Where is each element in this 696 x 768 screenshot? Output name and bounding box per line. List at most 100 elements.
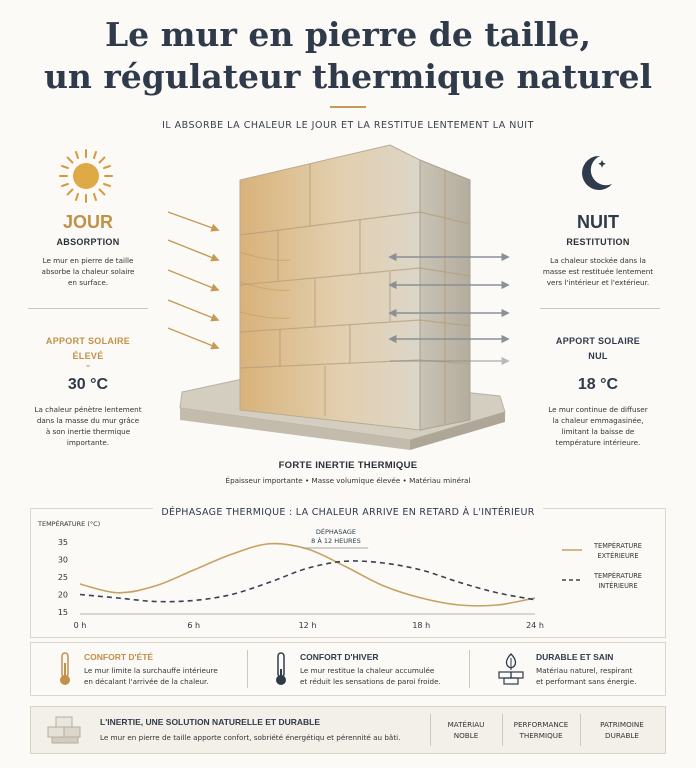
- benefit-summer-title: CONFORT D'ÉTÉ: [84, 652, 154, 662]
- day-heading: JOUR: [62, 212, 113, 232]
- day-apport-1: APPORT SOLAIRE: [45, 336, 131, 346]
- night-apport: APPORT SOLAIRE NUL 18 °C Le mur continue…: [523, 336, 673, 448]
- series-interior-line: [79, 560, 536, 603]
- night-temperature: 18 °C: [577, 376, 619, 393]
- footer-separator-1: [430, 714, 431, 746]
- footer-separator-2: [502, 714, 503, 746]
- chevron-down-icon: ⌄: [84, 360, 92, 370]
- legend-label: TEMPÉRATURE: [593, 571, 642, 580]
- day-apport-2: ÉLEVÉ: [72, 351, 104, 361]
- wall-base-front: [180, 408, 410, 450]
- benefit-separator-1: [247, 650, 248, 688]
- benefit-durable-line-2: et performant sans énergie.: [536, 677, 637, 686]
- x-tick-label: 18 h: [412, 621, 430, 630]
- day-temperature: 30 °C: [67, 376, 109, 393]
- wall-caption: FORTE INERTIE THERMIQUE Épaisseur import…: [0, 460, 696, 486]
- benefit-durable-line-1: Matériau naturel, respirant: [536, 666, 633, 675]
- title-line-2: un régulateur thermique naturel: [43, 57, 653, 96]
- night-text-2: masse est restituée lentement: [542, 267, 654, 276]
- chart-legend: TEMPÉRATUREEXTÉRIEURETEMPÉRATUREINTÉRIEU…: [562, 541, 642, 590]
- day-subheading: ABSORPTION: [56, 237, 120, 247]
- thermometer-cold-icon: [276, 652, 286, 685]
- footer-text-block: L'INERTIE, UNE SOLUTION NATURELLE ET DUR…: [100, 717, 420, 743]
- y-tick-label: 30: [58, 556, 68, 565]
- chart-annotation: DÉPHASAGE 8 À 12 HEURES: [301, 527, 369, 549]
- chart-ylabel: TEMPÉRATURE (°C): [37, 519, 100, 528]
- sun-arrows: [167, 211, 291, 350]
- night-note-2: la chaleur emmagasinée,: [552, 416, 644, 425]
- wall-caption-details: Épaisseur importante • Masse volumique é…: [225, 476, 471, 485]
- subtitle: IL ABSORBE LA CHALEUR LE JOUR ET LA REST…: [162, 120, 534, 131]
- benefit-winter-line-2: et réduit les sensations de paroi froide…: [300, 677, 441, 686]
- stone-blocks-icon: [47, 716, 81, 744]
- y-tick-label: 35: [58, 538, 68, 547]
- benefit-winter-line-1: Le mur restitue la chaleur accumulée: [300, 666, 435, 675]
- wall-caption-title: FORTE INERTIE THERMIQUE: [278, 460, 418, 471]
- night-note-1: Le mur continue de diffuser: [548, 405, 648, 414]
- y-tick-label: 20: [58, 591, 68, 600]
- day-text-2: absorbe la chaleur solaire: [41, 267, 135, 276]
- title-divider: [330, 106, 366, 108]
- footer-text: Le mur en pierre de taille apporte confo…: [100, 733, 401, 742]
- y-tick-label: 25: [58, 573, 68, 582]
- thermometer-warm-icon: [60, 652, 70, 685]
- sun-icon: [59, 149, 113, 203]
- night-divider: [540, 308, 660, 309]
- benefit-winter-title: CONFORT D'HIVER: [300, 652, 379, 662]
- night-note-4: température intérieure.: [555, 438, 641, 447]
- benefit-summer-line-1: Le mur limite la surchauffe intérieure: [84, 666, 218, 675]
- footer-tag-1-line-1: MATÉRIAU: [447, 720, 485, 729]
- footer-tag-2-line-1: PERFORMANCE: [513, 720, 569, 729]
- legend-label: INTÉRIEURE: [598, 581, 637, 590]
- day-note-3: à son inertie thermique: [45, 427, 131, 436]
- benefit-winter: CONFORT D'HIVER Le mur restitue la chale…: [300, 652, 470, 687]
- footer-panel: [30, 706, 666, 754]
- footer-tag-3: PATRIMOINE DURABLE: [582, 719, 662, 741]
- night-heading: NUIT: [577, 212, 619, 232]
- benefit-durable-title: DURABLE ET SAIN: [536, 652, 614, 662]
- day-column: JOUR ABSORPTION Le mur en pierre de tail…: [13, 212, 163, 288]
- footer-separator-3: [580, 714, 581, 746]
- footer-title: L'INERTIE, UNE SOLUTION NATURELLE ET DUR…: [100, 717, 321, 727]
- footer-tag-1: MATÉRIAU NOBLE: [432, 719, 500, 741]
- chart-title: DÉPHASAGE THERMIQUE : LA CHALEUR ARRIVE …: [153, 507, 543, 518]
- benefit-summer-line-2: en décalant l'arrivée de la chaleur.: [84, 677, 209, 686]
- benefit-separator-2: [469, 650, 470, 688]
- day-text-1: Le mur en pierre de taille: [42, 256, 134, 265]
- series-exterior-line: [79, 542, 536, 607]
- x-tick-label: 12 h: [299, 621, 317, 630]
- stone-leaf-icon: [498, 653, 524, 685]
- restitution-arrows: [388, 252, 510, 366]
- footer-tag-3-line-2: DURABLE: [605, 731, 639, 740]
- footer-tag-2-line-2: THERMIQUE: [519, 731, 563, 740]
- legend-label: TEMPÉRATURE: [593, 541, 642, 550]
- day-note-2: dans la masse du mur grâce: [36, 416, 140, 425]
- moon-icon: [582, 155, 612, 190]
- benefit-summer: CONFORT D'ÉTÉ Le mur limite la surchauff…: [84, 652, 254, 687]
- night-subheading: RESTITUTION: [566, 237, 630, 247]
- x-tick-label: 6 h: [187, 621, 200, 630]
- y-tick-label: 15: [58, 608, 68, 617]
- x-tick-label: 24 h: [526, 621, 544, 630]
- night-apport-2: NUL: [588, 351, 608, 361]
- night-note-3: limitant la baisse de: [561, 427, 635, 436]
- day-apport: APPORT SOLAIRE ÉLEVÉ ⌄ 30 °C La chaleur …: [13, 336, 163, 448]
- annotation-line-1: DÉPHASAGE: [316, 527, 356, 536]
- day-divider: [28, 308, 148, 309]
- x-tick-label: 0 h: [74, 621, 87, 630]
- day-text-3: en surface.: [67, 278, 109, 287]
- night-column: NUIT RESTITUTION La chaleur stockée dans…: [523, 212, 673, 288]
- chart-title-wrap: DÉPHASAGE THERMIQUE : LA CHALEUR ARRIVE …: [0, 500, 696, 519]
- footer-tag-2: PERFORMANCE THERMIQUE: [504, 719, 578, 741]
- dephasage-chart: TEMPÉRATURE (°C) 35 30 25 20 15 0 h 6 h 12 h 18…: [37, 519, 642, 630]
- annotation-line-2: 8 À 12 HEURES: [311, 536, 361, 545]
- benefit-durable: DURABLE ET SAIN Matériau naturel, respir…: [536, 652, 666, 687]
- benefits-panel: [30, 642, 666, 696]
- night-apport-1: APPORT SOLAIRE: [555, 336, 641, 346]
- day-note-4: importante.: [66, 438, 110, 447]
- day-note-1: La chaleur pénètre lentement: [34, 405, 142, 414]
- night-text-1: La chaleur stockée dans la: [550, 256, 646, 265]
- footer-tag-3-line-1: PATRIMOINE: [600, 720, 644, 729]
- wall-base-side: [410, 412, 505, 450]
- chart-panel: [30, 508, 666, 638]
